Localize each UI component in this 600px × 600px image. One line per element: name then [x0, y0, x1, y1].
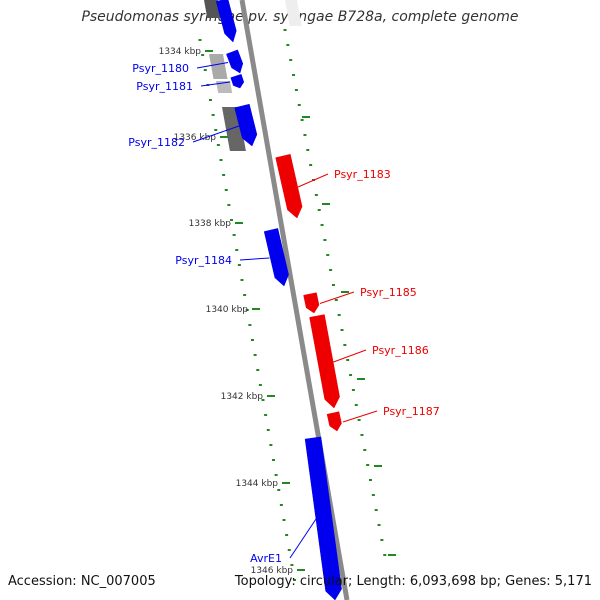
gene-labels: Psyr_1180 Psyr_1181 Psyr_1182 Psyr_1183 Psyr… — [128, 62, 439, 565]
other-feature — [216, 81, 233, 93]
leader-line — [192, 125, 240, 143]
leader-line — [196, 62, 229, 69]
gene-arrow-top-forward[interactable] — [215, 0, 237, 43]
scale-tick-label: 1342 kbp — [221, 392, 264, 402]
gene-arrow-psyr-1186[interactable] — [309, 314, 340, 409]
topology-text: Topology: circular; Length: 6,093,698 bp… — [234, 574, 592, 589]
leader-line — [297, 173, 329, 188]
gene-arrow-psyr-1187[interactable] — [326, 411, 342, 432]
other-feature — [285, 0, 302, 26]
leader-line — [200, 81, 231, 87]
scale-ticks: 1334 kbp 1336 kbp 1338 kbp 1340 kbp 1342 kbp… — [159, 47, 305, 576]
leader-line — [333, 349, 367, 363]
scale-tick-label: 1336 kbp — [174, 133, 217, 143]
scale-tick-label: 1338 kbp — [189, 219, 232, 229]
accession-text: Accession: NC_007005 — [8, 574, 156, 589]
leader-line — [239, 257, 270, 261]
leader-line — [319, 291, 355, 304]
leader-line — [289, 518, 317, 559]
scale-tick-label: 1346 kbp — [251, 566, 294, 576]
scale-tick-label: 1334 kbp — [159, 47, 202, 57]
gene-arrow-psyr-1180[interactable] — [226, 49, 244, 74]
gene-label-avre1[interactable]: AvrE1 — [250, 552, 282, 565]
gene-arrow-avre1[interactable] — [304, 436, 342, 600]
scale-tick-label: 1340 kbp — [206, 305, 249, 315]
gene-label-psyr-1182[interactable]: Psyr_1182 — [128, 136, 185, 149]
gene-features — [204, 0, 342, 600]
gene-label-psyr-1187[interactable]: Psyr_1187 — [383, 405, 440, 418]
gene-arrow-psyr-1183[interactable] — [275, 153, 303, 219]
other-feature — [209, 54, 228, 79]
gene-label-psyr-1184[interactable]: Psyr_1184 — [175, 254, 232, 267]
gene-arrow-psyr-1185[interactable] — [303, 292, 320, 314]
gene-label-psyr-1181[interactable]: Psyr_1181 — [136, 80, 193, 93]
gene-label-psyr-1185[interactable]: Psyr_1185 — [360, 286, 417, 299]
leader-line — [342, 410, 378, 423]
gene-label-psyr-1183[interactable]: Psyr_1183 — [334, 168, 391, 181]
gene-arrow-psyr-1182[interactable] — [234, 103, 258, 147]
scale-tick-label: 1344 kbp — [236, 479, 279, 489]
gene-label-psyr-1180[interactable]: Psyr_1180 — [132, 62, 189, 75]
gene-arrow-psyr-1181[interactable] — [230, 73, 245, 89]
gene-arrow-psyr-1184[interactable] — [263, 228, 289, 287]
gene-label-psyr-1186[interactable]: Psyr_1186 — [372, 344, 429, 357]
